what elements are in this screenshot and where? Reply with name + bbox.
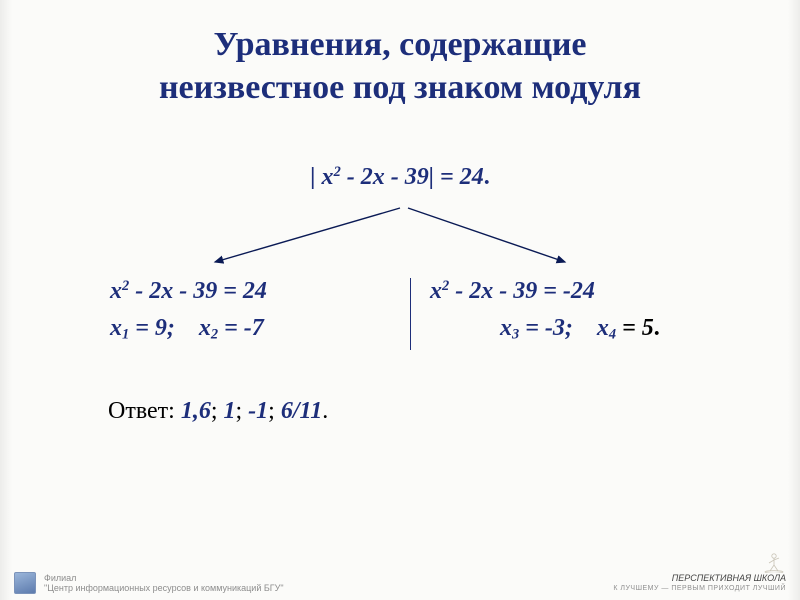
brand-tagline: К ЛУЧШЕМУ — ПЕРВЫМ ПРИХОДИТ ЛУЧШИЙ <box>613 585 786 592</box>
answer-val-1: 1,6 <box>181 398 211 424</box>
root1-val: = 9; <box>129 315 175 341</box>
footer-right: ПЕРСПЕКТИВНАЯ ШКОЛА К ЛУЧШЕМУ — ПЕРВЫМ П… <box>613 551 786 592</box>
root2-sub: 2 <box>211 327 218 343</box>
title-line-1: Уравнения, содержащие <box>213 26 586 63</box>
brand-line: ПЕРСПЕКТИВНАЯ ШКОЛА <box>613 573 786 583</box>
root4-val: = 5 <box>616 315 654 341</box>
main-eq-open: | x <box>310 164 333 190</box>
slide: Уравнения, содержащие неизвестное под зн… <box>0 0 800 600</box>
watermark-figure-icon <box>746 551 786 573</box>
root2-val: = -7 <box>218 315 264 341</box>
root4-var: x <box>597 315 609 341</box>
main-eq-sup: 2 <box>334 164 341 180</box>
left-branch-roots: x1 = 9; x2 = -7 <box>110 315 267 342</box>
title-line-2: неизвестное под знаком модуля <box>159 69 641 106</box>
org-logo-icon <box>14 572 36 594</box>
answer-val-3: -1 <box>248 398 268 424</box>
footer-left-text: Филиал "Центр информационных ресурсов и … <box>44 574 284 594</box>
footer-line-2: "Центр информационных ресурсов и коммуни… <box>44 584 284 594</box>
answer-val-2: 1 <box>224 398 236 424</box>
right-branch-equation: x2 - 2x - 39 = -24 <box>430 278 660 305</box>
main-eq-mid: - 2x - 39| = 24 <box>341 164 484 190</box>
branch-divider <box>410 278 411 350</box>
left-eq-rest: - 2x - 39 = 24 <box>129 278 267 304</box>
footer-left: Филиал "Центр информационных ресурсов и … <box>14 572 284 594</box>
left-eq-var: x <box>110 278 122 304</box>
left-branch: x2 - 2x - 39 = 24 x1 = 9; x2 = -7 <box>110 278 267 342</box>
slide-title: Уравнения, содержащие неизвестное под зн… <box>40 24 760 109</box>
root1-var: x <box>110 315 122 341</box>
main-equation: | x2 - 2x - 39| = 24. <box>310 164 489 191</box>
answer-label: Ответ: <box>108 398 181 424</box>
answer-row: Ответ: 1,6; 1; -1; 6/11. <box>108 398 328 425</box>
right-eq-var: x <box>430 278 442 304</box>
footer: Филиал "Центр информационных ресурсов и … <box>0 556 800 600</box>
answer-val-4: 6/11 <box>281 398 322 424</box>
main-eq-tail: . <box>484 164 490 190</box>
right-eq-rest: - 2x - 39 = -24 <box>449 278 595 304</box>
left-branch-equation: x2 - 2x - 39 = 24 <box>110 278 267 305</box>
root3-var: x <box>500 315 512 341</box>
root2-var: x <box>199 315 211 341</box>
right-branch-roots: x3 = -3; x4 = 5. <box>430 315 660 342</box>
right-branch: x2 - 2x - 39 = -24 x3 = -3; x4 = 5. <box>430 278 660 342</box>
root4-period: . <box>654 315 660 341</box>
branch-arrows <box>0 200 800 280</box>
root4-sub: 4 <box>609 327 616 343</box>
root3-val: = -3; <box>519 315 573 341</box>
